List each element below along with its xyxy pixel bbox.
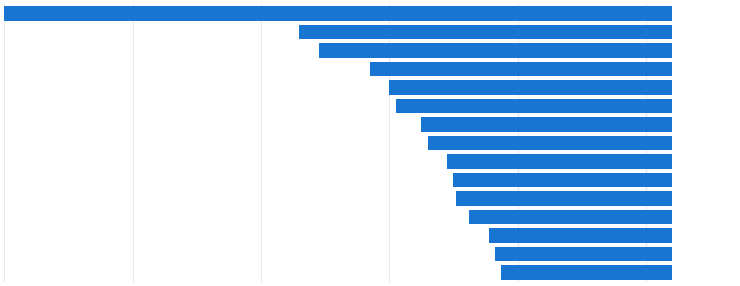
Bar (4, 6, 672, 21)
Bar (428, 136, 672, 150)
Bar (501, 265, 672, 280)
Bar (456, 191, 672, 206)
Bar (300, 25, 672, 39)
Bar (489, 228, 672, 243)
Bar (389, 80, 672, 95)
Bar (421, 117, 672, 132)
Bar (370, 62, 672, 76)
Bar (319, 43, 672, 58)
Bar (469, 210, 672, 224)
Bar (447, 154, 672, 169)
Bar (494, 247, 672, 261)
Bar (454, 173, 672, 187)
Bar (396, 99, 672, 113)
